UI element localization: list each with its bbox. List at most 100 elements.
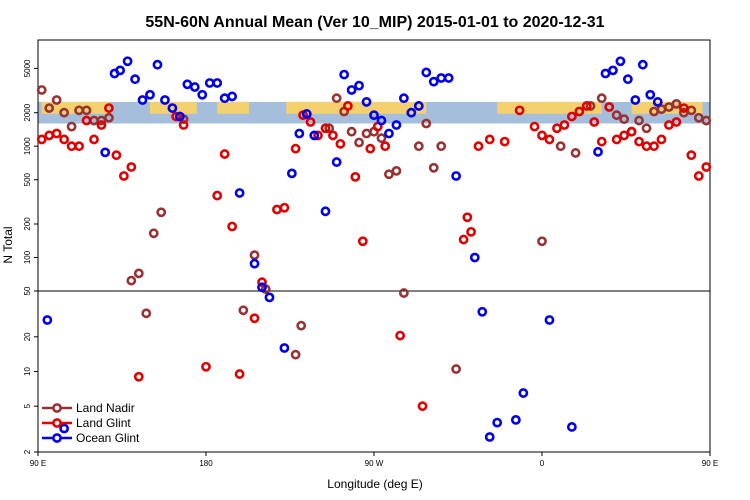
legend-label-ocean-glint: Ocean Glint [76, 431, 140, 445]
land-glint-point [201, 361, 211, 372]
legend-label-land-glint: Land Glint [76, 416, 131, 430]
land-nadir-point [634, 115, 644, 126]
ocean-glint-point [320, 206, 331, 217]
ocean-glint-point [59, 423, 70, 434]
land-glint-point [44, 130, 55, 141]
land-glint-point [59, 134, 70, 145]
ocean-glint-point [652, 97, 663, 107]
land-nadir-point [361, 128, 372, 139]
x-axis-label: Longitude (deg E) [327, 477, 422, 491]
ocean-glint-point [197, 89, 208, 100]
land-nadir-point [391, 165, 402, 176]
land-glint-point [104, 103, 114, 113]
land-nadir-point [44, 103, 55, 113]
land-glint-point [111, 150, 122, 161]
land-glint-point [458, 234, 469, 245]
ocean-glint-point [451, 171, 462, 181]
land-glint-point [350, 171, 361, 182]
ocean-glint-point [331, 157, 342, 167]
land-glint-point [574, 106, 585, 117]
ocean-glint-point [469, 252, 480, 263]
land-nadir-point [555, 141, 566, 152]
land-glint-point [656, 134, 667, 145]
land-glint-point [51, 128, 62, 139]
ocean-glint-point [477, 306, 488, 317]
land-glint-point [649, 141, 659, 152]
ocean-glint-point [544, 315, 555, 325]
y-tick-label: 5 [23, 403, 32, 408]
ocean-glint-point [608, 65, 618, 76]
land-glint-point [626, 126, 637, 137]
land-nadir-point [331, 93, 342, 104]
ocean-glint-point [189, 82, 200, 92]
chart-title: 55N-60N Annual Mean (Ver 10_MIP) 2015-01… [145, 14, 604, 31]
land-nadir-point [156, 207, 167, 218]
ocean-glint-point [309, 130, 320, 141]
y-tick-label: 5000 [23, 59, 32, 77]
ocean-glint-point [376, 115, 387, 126]
legend-marker-land-nadir [52, 403, 62, 413]
land-glint-point [89, 134, 99, 145]
land-glint-point [596, 136, 607, 147]
ocean-glint-point [130, 74, 140, 85]
land-glint-point [581, 101, 592, 111]
land-nadir-point [384, 169, 394, 180]
land-glint-point [81, 115, 92, 126]
land-glint-point [234, 369, 245, 379]
land-glint-point [212, 190, 223, 201]
y-tick-label: 100 [23, 250, 32, 264]
ocean-glint-point [593, 146, 603, 157]
land-glint-point [473, 141, 484, 152]
ocean-glint-point [122, 56, 133, 67]
y-tick-label: 1000 [23, 137, 32, 155]
land-nadir-point [376, 133, 387, 144]
ocean-glint-point [249, 258, 260, 269]
land-glint-point [611, 134, 622, 145]
ocean-glint-point [398, 93, 409, 104]
land-nadir-point [81, 105, 92, 116]
land-glint-point [272, 204, 282, 215]
land-nadir-point [148, 228, 159, 239]
land-glint-point [619, 130, 630, 141]
ocean-glint-point [160, 95, 170, 105]
ocean-glint-point [518, 388, 529, 398]
ocean-glint-point [566, 422, 577, 432]
land-glint-point [171, 111, 182, 122]
land-glint-point [701, 162, 712, 172]
land-glint-point [290, 143, 301, 154]
land-nadir-point [36, 85, 47, 95]
land-glint-point [313, 130, 323, 141]
land-glint-point [604, 102, 615, 112]
land-glint-point [365, 143, 376, 154]
land-nadir-point [619, 114, 630, 125]
ocean-glint-point [212, 78, 223, 88]
land-glint-point [417, 401, 428, 412]
x-tick-label: 90 E [702, 459, 718, 468]
land-nadir-point [104, 112, 114, 123]
land-nadir-point [290, 349, 301, 360]
ocean-glint-point [443, 73, 454, 83]
land-glint-point [342, 101, 353, 111]
land-glint-point [249, 313, 260, 324]
land-nadir-point [436, 141, 447, 152]
land-glint-point [566, 111, 577, 122]
land-glint-point [529, 121, 540, 132]
land-glint-point [462, 212, 473, 223]
ocean-glint-point [227, 91, 238, 102]
land-nadir-point [664, 102, 674, 112]
land-glint-point [466, 226, 476, 237]
ocean-glint-point [145, 89, 155, 100]
land-glint-point [499, 136, 510, 147]
ocean-glint-point [406, 107, 417, 118]
land-nadir-point [296, 320, 307, 331]
land-nadir-point [66, 121, 77, 132]
x-tick-label: 90 W [365, 459, 384, 468]
legend-marker-ocean-glint [52, 433, 62, 443]
y-tick-label: 50 [23, 286, 32, 295]
land-nadir-point [59, 107, 70, 118]
ocean-glint-point [42, 315, 53, 325]
land-glint-point [96, 120, 107, 130]
land-nadir-point [428, 162, 439, 173]
ocean-glint-point [301, 109, 312, 119]
